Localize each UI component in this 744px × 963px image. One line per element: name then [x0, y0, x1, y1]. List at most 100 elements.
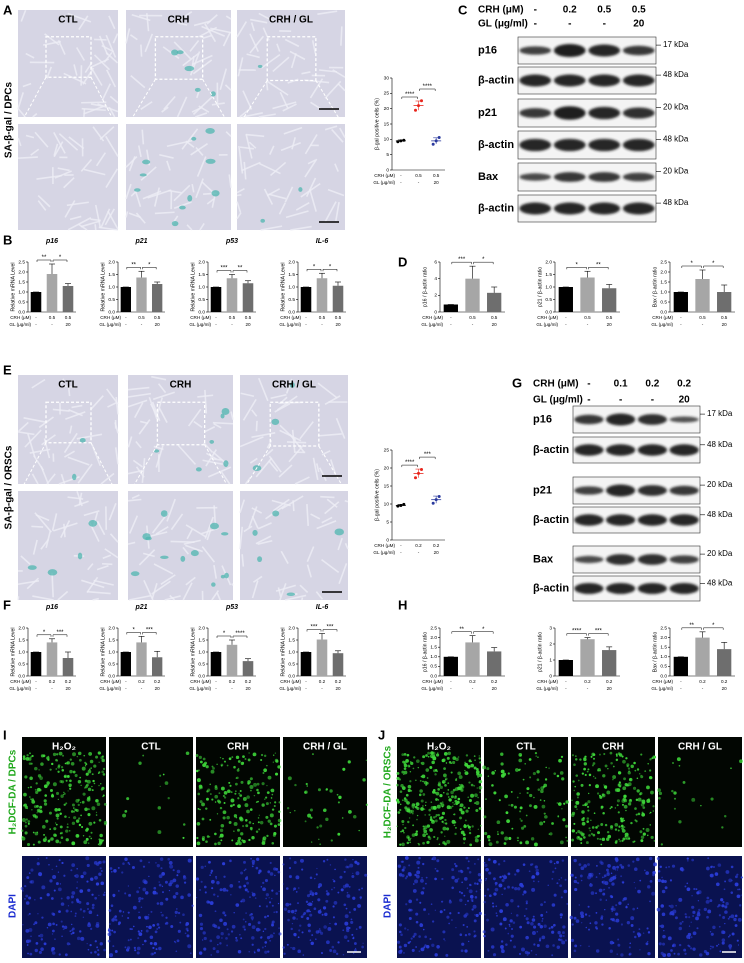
ros-signal	[606, 790, 611, 795]
ros-signal	[70, 810, 74, 813]
ros-signal	[440, 831, 443, 834]
nucleus	[351, 875, 355, 878]
ros-signal	[35, 782, 38, 785]
ros-signal	[250, 789, 252, 792]
nucleus	[706, 915, 709, 919]
cell-texture	[100, 472, 115, 485]
ros-signal	[623, 777, 626, 781]
ros-signal	[462, 837, 467, 841]
ros-signal	[447, 789, 450, 791]
bar	[443, 304, 458, 312]
side-label: H₂DCF-DA / ORSCs	[383, 745, 394, 838]
ros-signal	[500, 831, 504, 835]
ros-signal	[443, 792, 445, 794]
ros-signal	[496, 830, 499, 833]
ros-signal	[540, 789, 544, 794]
nucleus	[292, 916, 296, 920]
nucleus	[98, 872, 102, 876]
cell-texture	[286, 441, 307, 444]
nucleus	[91, 893, 94, 896]
ros-signal	[82, 792, 86, 796]
nucleus	[525, 935, 529, 940]
ros-signal	[458, 786, 463, 791]
nucleus	[545, 911, 548, 913]
ros-signal	[457, 771, 462, 776]
ros-signal	[223, 760, 226, 763]
ros-signal	[97, 751, 101, 755]
nucleus	[222, 862, 226, 866]
bar	[717, 292, 732, 312]
stained-cell	[252, 529, 258, 536]
nucleus	[467, 940, 470, 943]
blot-header-value: -	[619, 395, 622, 406]
nucleus	[54, 938, 56, 940]
ros-signal	[271, 841, 275, 845]
condition-value: 20	[492, 686, 498, 691]
nucleus	[587, 905, 590, 908]
ros-signal	[543, 800, 546, 802]
bar	[465, 642, 480, 676]
band	[519, 173, 552, 181]
ros-signal	[22, 757, 26, 761]
ros-signal	[511, 827, 514, 830]
ros-signal	[502, 772, 507, 776]
ros-signal	[610, 825, 614, 829]
cell-texture	[170, 540, 195, 543]
cell-texture	[18, 421, 29, 432]
bar	[580, 277, 595, 312]
cell-texture	[321, 516, 333, 524]
nucleus	[535, 954, 537, 956]
cell-texture	[175, 11, 193, 23]
ros-signal	[625, 757, 628, 760]
ros-image	[571, 737, 655, 847]
nucleus	[28, 872, 31, 874]
nucleus	[142, 887, 147, 892]
blot-header-value: -	[534, 19, 537, 30]
ros-signal	[240, 761, 245, 766]
nucleus	[99, 942, 103, 946]
ros-signal	[529, 804, 532, 808]
condition-value: -	[472, 322, 474, 327]
significance-bracket	[322, 629, 338, 632]
cell-texture	[43, 40, 62, 46]
ros-signal	[602, 774, 606, 778]
significance-label: *	[148, 262, 151, 268]
ros-signal	[36, 787, 41, 792]
nucleus	[434, 953, 438, 957]
nucleus	[560, 877, 563, 879]
cell-texture	[204, 23, 217, 43]
ros-signal	[405, 793, 409, 797]
nucleus	[214, 875, 218, 879]
ros-signal	[239, 816, 243, 821]
cell-texture	[45, 530, 52, 548]
ros-signal	[235, 755, 240, 760]
nucleus	[183, 881, 187, 884]
ros-signal	[425, 754, 428, 757]
ros-signal	[185, 751, 190, 756]
significance-bracket	[451, 261, 472, 265]
ros-signal	[24, 775, 28, 779]
ros-signal	[256, 788, 259, 792]
nucleus	[468, 932, 471, 936]
cell-texture	[173, 41, 192, 60]
significance-bracket	[473, 631, 494, 634]
panel-letter: H	[398, 597, 407, 612]
cell-texture	[211, 590, 220, 601]
ros-signal	[597, 831, 601, 835]
ros-signal	[623, 826, 626, 829]
ros-signal	[81, 800, 85, 804]
ros-signal	[305, 782, 308, 786]
ros-signal	[649, 758, 652, 761]
cell-texture	[255, 535, 272, 545]
y-tick-label: 1.5	[430, 644, 437, 650]
ros-signal	[242, 797, 247, 801]
ros-signal	[409, 780, 412, 783]
ros-signal	[464, 771, 469, 776]
ros-signal	[616, 799, 620, 803]
column-label: CTL	[58, 380, 77, 391]
nucleus	[316, 867, 318, 870]
ros-signal	[220, 839, 223, 842]
significance-label: ***	[458, 257, 466, 263]
cell-texture	[147, 189, 172, 199]
nucleus	[649, 900, 651, 903]
